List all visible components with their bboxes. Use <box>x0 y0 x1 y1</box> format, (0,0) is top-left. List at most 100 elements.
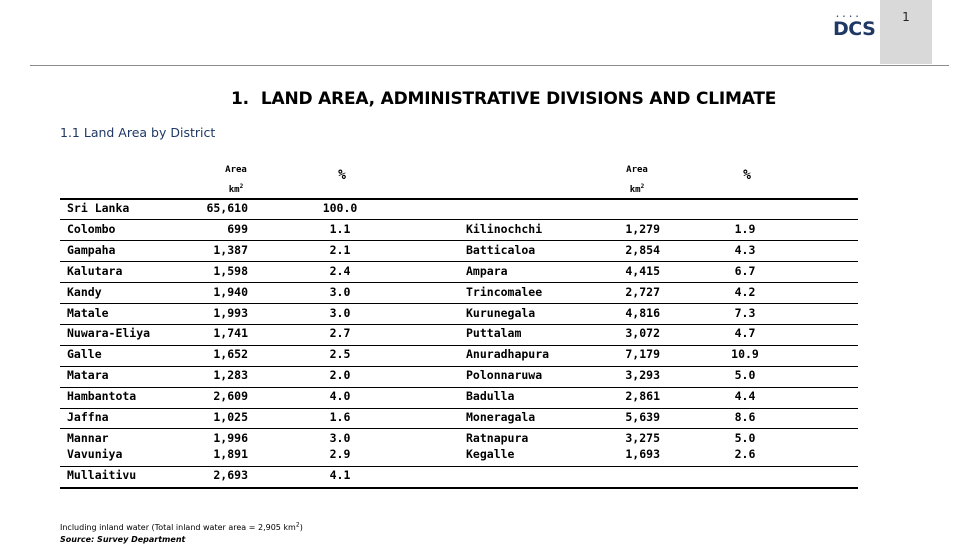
area-left: 2,609 <box>213 389 248 403</box>
page-number-box: 1 <box>880 0 932 64</box>
district-right: Puttalam <box>466 326 522 340</box>
area-left: 2,693 <box>213 468 248 482</box>
area-left: 699 <box>227 222 248 236</box>
area-left: 1,598 <box>213 264 248 278</box>
table-row: Galle 1,652 2.5 Anuradhapura 7,179 10.9 <box>0 347 980 365</box>
pct-left: 1.1 <box>329 222 351 236</box>
pct-left: 4.1 <box>329 468 351 482</box>
area-left: 1,940 <box>213 285 248 299</box>
area-right: 5,639 <box>625 410 660 424</box>
pct-right: 1.9 <box>734 222 756 236</box>
pct-right: 7.3 <box>734 306 756 320</box>
pct-left: 1.6 <box>329 410 351 424</box>
area-header-left: Area <box>225 165 247 175</box>
table-row: Jaffna 1,025 1.6 Moneragala 5,639 8.6 <box>0 410 980 428</box>
header-divider <box>30 65 949 66</box>
district-right: Kilinochchi <box>466 222 543 236</box>
table-row: Matara 1,283 2.0 Polonnaruwa 3,293 5.0 <box>0 368 980 386</box>
table-row: Mannar 1,996 3.0 Ratnapura 3,275 5.0 <box>0 431 980 449</box>
area-right: 2,861 <box>625 389 660 403</box>
pct-right: 6.7 <box>734 264 756 278</box>
pct-left: 4.0 <box>329 389 351 403</box>
district-left: Hambantota <box>67 389 137 403</box>
table-row: Kalutara 1,598 2.4 Ampara 4,415 6.7 <box>0 264 980 282</box>
area-left: 1,387 <box>213 243 248 257</box>
area-left: 1,652 <box>213 347 248 361</box>
table-top-rule <box>60 198 858 200</box>
table-rule <box>60 366 858 367</box>
pct-right: 2.6 <box>734 447 756 461</box>
pct-right: 10.9 <box>731 347 759 361</box>
district-left: Matale <box>67 306 109 320</box>
district-left: Mullaitivu <box>67 468 137 482</box>
pct-left: 2.9 <box>329 447 351 461</box>
area-header-right: Area <box>626 165 648 175</box>
pct-left: 2.5 <box>329 347 351 361</box>
table-row: Kandy 1,940 3.0 Trincomalee 2,727 4.2 <box>0 285 980 303</box>
district-right: Kegalle <box>466 447 515 461</box>
district-left: Kalutara <box>67 264 123 278</box>
area-right: 3,293 <box>625 368 660 382</box>
table-rule <box>60 487 858 489</box>
area-right: 7,179 <box>625 347 660 361</box>
district-left: Gampaha <box>67 243 116 257</box>
area-left: 1,891 <box>213 447 248 461</box>
district-left: Kandy <box>67 285 102 299</box>
table-rule <box>60 466 858 467</box>
pct-right: 4.3 <box>734 243 756 257</box>
area-right: 1,279 <box>625 222 660 236</box>
area-right: 2,727 <box>625 285 660 299</box>
table-row: Colombo 699 1.1 Kilinochchi 1,279 1.9 <box>0 222 980 240</box>
table-row: Nuwara-Eliya 1,741 2.7 Puttalam 3,072 4.7 <box>0 326 980 344</box>
table-rule <box>60 387 858 388</box>
logo-text: DCS <box>833 18 876 40</box>
area-unit-header-left: km2 <box>228 183 244 196</box>
table-rule <box>60 219 858 220</box>
table-rule <box>60 261 858 262</box>
table-row: Matale 1,993 3.0 Kurunegala 4,816 7.3 <box>0 306 980 324</box>
area-left: 1,996 <box>213 431 248 445</box>
district-left: Vavuniya <box>67 447 123 461</box>
table-rule <box>60 408 858 409</box>
area-left: 1,741 <box>213 326 248 340</box>
section-title: 1.1 Land Area by District <box>60 125 216 140</box>
table-row: Mullaitivu 2,693 4.1 <box>0 468 980 486</box>
district-left: Mannar <box>67 431 109 445</box>
dcs-logo: • • • • DCS <box>833 14 879 42</box>
table-row: Hambantota 2,609 4.0 Badulla 2,861 4.4 <box>0 389 980 407</box>
area-right: 4,415 <box>625 264 660 278</box>
district-right: Batticaloa <box>466 243 536 257</box>
page-title-number: 1. <box>231 89 249 109</box>
pct-left: 2.1 <box>329 243 351 257</box>
pct-header-left: % <box>338 168 346 183</box>
page-number: 1 <box>902 10 910 24</box>
table-row: Gampaha 1,387 2.1 Batticaloa 2,854 4.3 <box>0 243 980 261</box>
district-left: Matara <box>67 368 109 382</box>
pct-header-right: % <box>743 168 751 183</box>
pct-left: 2.4 <box>329 264 351 278</box>
district-right: Polonnaruwa <box>466 368 543 382</box>
area-right: 2,854 <box>625 243 660 257</box>
area-left: 1,025 <box>213 410 248 424</box>
area-unit-header-right: km2 <box>629 183 645 196</box>
table-rule <box>60 303 858 304</box>
area-left: 1,283 <box>213 368 248 382</box>
area-left: 1,993 <box>213 306 248 320</box>
pct-left: 2.7 <box>329 326 351 340</box>
district-left: Colombo <box>67 222 116 236</box>
area-right: 1,693 <box>625 447 660 461</box>
total-pct: 100.0 <box>322 201 358 215</box>
logo-dots: • • • • <box>836 14 860 20</box>
total-row: Sri Lanka 65,610 100.0 <box>0 201 980 219</box>
table-rule <box>60 345 858 346</box>
district-left: Nuwara-Eliya <box>67 326 151 340</box>
footnote-source: Source: Survey Department <box>60 535 186 544</box>
area-right: 4,816 <box>625 306 660 320</box>
district-right: Badulla <box>466 389 515 403</box>
pct-right: 4.4 <box>734 389 756 403</box>
table-rule <box>60 240 858 241</box>
table-rule <box>60 282 858 283</box>
pct-right: 4.7 <box>734 326 756 340</box>
area-right: 3,275 <box>625 431 660 445</box>
district-left: Jaffna <box>67 410 109 424</box>
